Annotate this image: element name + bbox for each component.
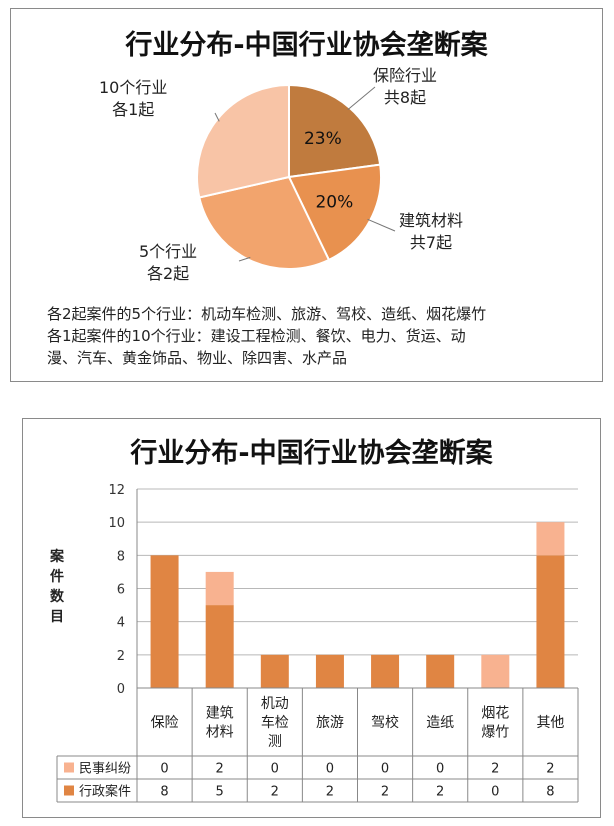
table-value-admin: 2 <box>381 785 389 800</box>
y-axis-label-char: 目 <box>50 609 64 625</box>
note-line-3: 漫、汽车、黄金饰品、物业、除四害、水产品 <box>47 349 348 367</box>
x-category-label: 旅游 <box>316 715 344 731</box>
y-axis-label-char: 数 <box>50 588 65 605</box>
pie-notes: 各2起案件的5个行业：机动车检测、旅游、驾校、造纸、烟花爆竹 各1起案件的10个… <box>47 303 587 369</box>
x-category-label: 造纸 <box>426 715 454 731</box>
pie-leader-line <box>367 218 396 232</box>
table-value-admin: 2 <box>271 785 279 800</box>
x-category-label: 保险 <box>151 715 179 731</box>
bar-civil-1 <box>205 571 234 606</box>
y-tick-label: 4 <box>117 616 125 631</box>
x-category-label: 驾校 <box>371 714 399 731</box>
x-category-label: 测 <box>268 734 282 750</box>
pie-label-insurance: 保险行业 共8起 <box>373 65 437 109</box>
pie-percent-label: 23% <box>304 129 342 149</box>
bar-admin-1 <box>205 605 234 688</box>
x-category-label: 爆竹 <box>481 725 509 741</box>
legend-label-admin: 行政案件 <box>79 785 131 800</box>
pie-slice-ten-industries <box>196 83 290 199</box>
y-tick-label: 10 <box>108 516 125 531</box>
table-value-admin: 8 <box>546 785 554 800</box>
pie-percent-label: 20% <box>315 192 353 212</box>
bar-admin-7 <box>536 555 565 688</box>
table-value-civil: 0 <box>381 762 389 777</box>
pie-label-five-line2: 各2起 <box>147 264 190 283</box>
legend-key-civil <box>64 762 74 773</box>
x-category-label: 机动 <box>261 696 289 712</box>
table-value-admin: 5 <box>216 785 224 800</box>
bar-admin-4 <box>371 654 400 688</box>
x-category-label: 材料 <box>206 725 234 741</box>
y-tick-label: 8 <box>117 549 125 564</box>
bar-chart-panel: 行业分布-中国行业协会垄断案 案件数目 0 2 4 6 8 10 12 保险 建筑材料 机动车检测 旅… <box>22 418 601 818</box>
table-value-admin: 2 <box>326 785 334 800</box>
legend-key-admin <box>64 785 74 796</box>
y-tick-label: 2 <box>117 649 125 664</box>
note-line-2: 各1起案件的10个行业：建设工程检测、餐饮、电力、货运、动 <box>47 327 466 345</box>
pie-label-ten-line2: 各1起 <box>112 100 155 119</box>
table-value-admin: 0 <box>491 785 499 800</box>
table-value-admin: 8 <box>160 785 168 800</box>
pie-label-ten-line1: 10个行业 <box>99 78 168 97</box>
table-value-admin: 2 <box>436 785 444 800</box>
note-line-1: 各2起案件的5个行业：机动车检测、旅游、驾校、造纸、烟花爆竹 <box>47 305 487 323</box>
y-axis-label-char: 案 <box>49 548 65 565</box>
pie-label-five-line1: 5个行业 <box>139 242 198 261</box>
y-tick-label: 6 <box>117 583 125 598</box>
bar-civil-7 <box>536 522 565 556</box>
bar-admin-2 <box>260 654 289 688</box>
bar-chart-title: 行业分布-中国行业协会垄断案 <box>130 438 493 469</box>
y-axis-label-char: 件 <box>50 568 64 585</box>
x-category-label: 建筑 <box>206 706 234 722</box>
pie-label-insurance-line2: 共8起 <box>383 88 427 107</box>
bar-civil-6 <box>481 654 510 688</box>
pie-label-insurance-line1: 保险行业 <box>373 66 438 85</box>
legend-label-civil: 民事纠纷 <box>79 762 131 777</box>
table-value-civil: 2 <box>491 762 499 777</box>
pie-leader-line <box>214 112 220 122</box>
x-category-label: 其他 <box>536 715 564 731</box>
pie-chart: 23% 20% <box>196 83 396 270</box>
x-category-label: 车检 <box>261 714 289 731</box>
x-category-label: 烟花 <box>481 706 509 722</box>
y-tick-label: 0 <box>117 682 125 697</box>
table-value-civil: 0 <box>436 762 444 777</box>
pie-leader-line <box>347 86 376 111</box>
table-value-civil: 0 <box>271 762 279 777</box>
pie-label-construction-line2: 共7起 <box>409 233 453 252</box>
table-value-civil: 0 <box>160 762 168 777</box>
pie-label-ten-industries: 10个行业 各1起 <box>99 77 167 121</box>
bar-admin-0 <box>150 555 179 688</box>
pie-label-five-industries: 5个行业 各2起 <box>139 241 197 285</box>
bar-admin-3 <box>315 654 344 688</box>
table-value-civil: 0 <box>326 762 334 777</box>
table-value-civil: 2 <box>546 762 554 777</box>
pie-label-construction: 建筑材料 共7起 <box>399 210 463 254</box>
pie-chart-panel: 行业分布-中国行业协会垄断案 23% 20% 保险行业 共8起 建筑材料 共7起 … <box>10 8 603 382</box>
bar-admin-5 <box>426 654 455 688</box>
table-value-civil: 2 <box>216 762 224 777</box>
pie-label-construction-line1: 建筑材料 <box>399 211 464 230</box>
y-tick-label: 12 <box>108 483 125 498</box>
pie-slice-five-industries <box>198 175 331 270</box>
pie-leader-line <box>238 256 251 262</box>
pie-chart-title: 行业分布-中国行业协会垄断案 <box>125 30 488 61</box>
